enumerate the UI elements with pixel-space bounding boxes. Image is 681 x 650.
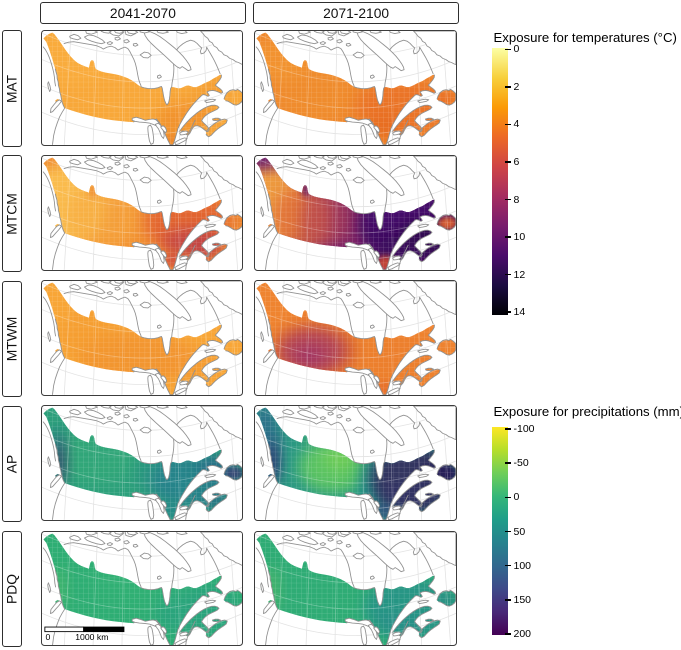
svg-text:0: 0: [45, 632, 50, 642]
svg-text:1000 km: 1000 km: [75, 632, 108, 642]
